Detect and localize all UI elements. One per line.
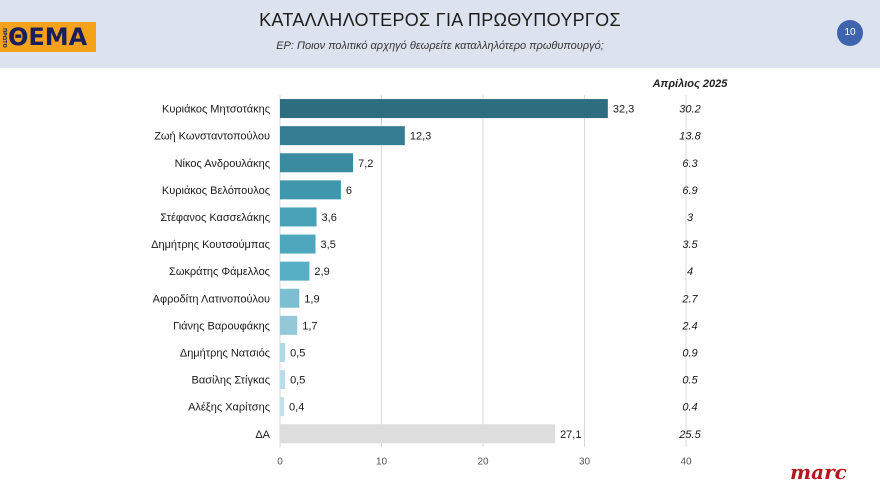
comparison-value: 0.4	[682, 402, 697, 414]
category-label: Γιάνης Βαρουφάκης	[173, 320, 270, 332]
category-label: Κυριάκος Μητσοτάκης	[162, 104, 270, 116]
data-label: 1,9	[304, 293, 319, 305]
category-label: ΔΑ	[255, 429, 270, 441]
category-label: Βασίλης Στίγκας	[192, 375, 271, 387]
bar	[280, 370, 286, 390]
page-subtitle: ΕΡ: Ποιον πολιτικό αρχηγό θεωρείτε καταλ…	[276, 40, 604, 52]
data-label: 32,3	[613, 104, 634, 116]
data-label: 27,1	[560, 429, 581, 441]
data-label: 3,6	[322, 212, 337, 224]
bar	[280, 342, 286, 362]
comparison-value: 3.5	[682, 239, 698, 251]
data-label: 0,5	[290, 375, 305, 387]
data-label: 0,5	[290, 347, 305, 359]
x-tick-label: 20	[477, 456, 489, 467]
bar	[280, 424, 556, 444]
comparison-value: 13.8	[679, 131, 701, 143]
comparison-value: 6.3	[682, 158, 698, 170]
comparison-value: 4	[687, 266, 693, 278]
data-label: 0,4	[289, 402, 304, 414]
category-label: Δημήτρης Κουτσούμπας	[151, 239, 270, 251]
x-tick-label: 0	[277, 456, 283, 467]
data-label: 6	[346, 185, 352, 197]
comparison-value: 2.7	[681, 293, 698, 305]
comparison-value: 6.9	[682, 185, 697, 197]
logo: ΠΡΩΤΟ ΘΕΜΑ	[0, 22, 96, 52]
category-label: Δημήτρης Νατσιός	[180, 347, 270, 359]
bar	[280, 315, 298, 335]
bar	[280, 207, 317, 227]
bar	[280, 288, 300, 308]
comparison-value: 30.2	[679, 104, 700, 116]
page-number-badge: 10	[837, 20, 863, 46]
category-label: Κυριάκος Βελόπουλος	[162, 185, 270, 197]
category-label: Σωκράτης Φάμελλος	[169, 266, 270, 278]
category-label: Αφροδίτη Λατινοπούλου	[153, 293, 270, 305]
x-tick-label: 40	[680, 456, 692, 467]
x-tick-label: 30	[579, 456, 591, 467]
logo-small-text: ΠΡΩΤΟ	[1, 28, 7, 48]
page-title: ΚΑΤΑΛΛΗΛΟΤΕΡΟΣ ΓΙΑ ΠΡΩΘΥΠΟΥΡΓΟΣ	[259, 10, 621, 30]
data-label: 7,2	[358, 158, 373, 170]
category-label: Νίκος Ανδρουλάκης	[175, 158, 270, 170]
data-label: 1,7	[302, 320, 317, 332]
comparison-value: 25.5	[678, 429, 701, 441]
category-label: Αλέξης Χαρίτσης	[188, 402, 270, 414]
data-label: 2,9	[314, 266, 329, 278]
data-label: 12,3	[410, 131, 431, 143]
header-band	[0, 0, 880, 68]
category-label: Στέφανος Κασσελάκης	[160, 212, 270, 224]
bar	[280, 126, 405, 146]
brand-logo: marc	[790, 460, 847, 484]
data-label: 3,5	[321, 239, 336, 251]
bar	[280, 261, 310, 281]
bar	[280, 180, 341, 200]
comparison-value: 0.9	[682, 347, 697, 359]
bar	[280, 397, 285, 417]
bar	[280, 153, 354, 173]
category-label: Ζωή Κωνσταντοπούλου	[154, 131, 270, 143]
x-tick-label: 10	[376, 456, 388, 467]
comparison-value: 0.5	[682, 375, 698, 387]
bar	[280, 99, 608, 119]
comparison-value: 3	[687, 212, 694, 224]
logo-text: ΘΕΜΑ	[8, 23, 88, 51]
comparison-value: 2.4	[681, 320, 697, 332]
bar	[280, 234, 316, 254]
comparison-column-header: Απρίλιος 2025	[652, 78, 728, 90]
